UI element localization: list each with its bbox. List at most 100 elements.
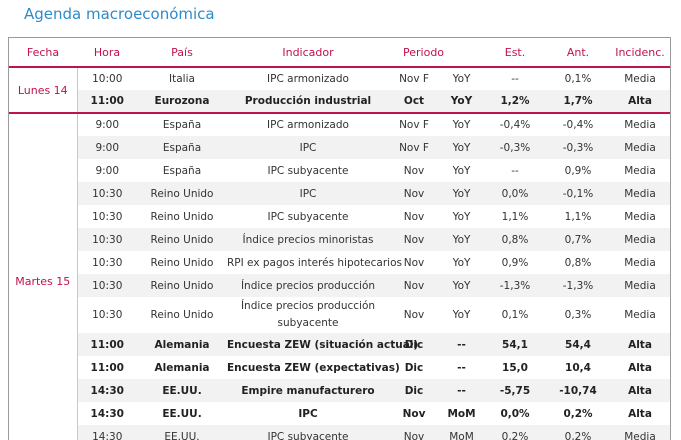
table-row: 10:30 Reino Unido IPC Nov YoY 0,0% -0,1% Media xyxy=(9,182,670,205)
cell-indicador: IPC xyxy=(227,136,389,159)
table-row: 10:30 Reino Unido Índice precios producció… xyxy=(9,297,670,333)
cell-tipo: YoY xyxy=(452,309,471,321)
cell-pais: Alemania xyxy=(137,333,227,356)
table-row: Lunes 14 10:00 Italia IPC armonizado Nov F Yo… xyxy=(9,66,670,113)
table-row: 10:30 Reino Unido Índice precios minorista… xyxy=(9,228,670,251)
cell-pais: Reino Unido xyxy=(137,182,227,205)
cell-pais: EE.UU. xyxy=(137,425,227,440)
col-fecha: Fecha xyxy=(9,38,77,68)
table-row: 14:30 EE.UU. IPC Nov MoM 0,0% 0,2% Alta xyxy=(9,402,670,425)
cell-ant: 54,4 xyxy=(546,333,610,356)
cell-pais: Reino Unido xyxy=(137,274,227,297)
cell-pais: España xyxy=(162,164,202,177)
cell-hora: 14:30 xyxy=(77,379,137,402)
cell-tipo: YoY xyxy=(452,256,471,269)
cell-periodo: Nov xyxy=(389,228,439,251)
cell-ant: -1,3% xyxy=(546,274,610,297)
cell-ant: 10,4 xyxy=(565,361,591,374)
col-periodo: Periodo xyxy=(389,38,484,68)
cell-periodo: Dic xyxy=(404,361,424,374)
cell-ant: -0,1% xyxy=(546,182,610,205)
cell-incid: Media xyxy=(610,136,670,159)
cell-hora: 10:30 xyxy=(92,256,123,269)
cell-indicador: IPC subyacente xyxy=(227,425,389,440)
cell-periodo: Nov F xyxy=(389,112,439,136)
cell-indicador: Índice precios producción xyxy=(227,274,389,297)
table-row: 14:30 EE.UU. IPC subyacente Nov MoM 0,2% 0,2% M… xyxy=(9,425,670,440)
cell-hora: 10:30 xyxy=(77,274,137,297)
cell-pais: Eurozona xyxy=(137,90,227,113)
cell-est: -5,75 xyxy=(484,379,546,402)
cell-est: 0,0% xyxy=(484,182,546,205)
cell-incid: Alta xyxy=(628,407,652,420)
cell-tipo: YoY xyxy=(439,112,484,136)
table-row: 11:00 Alemania Encuesta ZEW (expectativas)… xyxy=(9,356,670,379)
table-row: 11:00 Alemania Encuesta ZEW (situación act… xyxy=(9,333,670,356)
cell-ant: 0,9% xyxy=(564,164,592,177)
cell-est: -0,3% xyxy=(484,136,546,159)
table-row: 10:30 Reino Unido IPC subyacente Nov YoY 1,1%… xyxy=(9,205,670,228)
cell-tipo: YoY xyxy=(452,210,471,223)
cell-periodo: Dic xyxy=(389,379,439,402)
cell-pais: Reino Unido xyxy=(150,210,214,223)
cell-pais: Reino Unido xyxy=(137,228,227,251)
cell-ant: -10,74 xyxy=(546,379,610,402)
cell-indicador: IPC xyxy=(298,407,318,420)
cell-est: -- xyxy=(511,164,519,177)
cell-indicador: RPI ex pagos interés hipotecarios xyxy=(227,256,402,269)
cell-tipo: -- xyxy=(457,361,466,374)
cell-indicador: IPC armonizado xyxy=(227,112,389,136)
cell-periodo: Nov xyxy=(403,164,425,177)
cell-hora: 9:00 xyxy=(95,164,120,177)
cell-incid: Media xyxy=(610,66,670,90)
cell-est: 0,2% xyxy=(484,425,546,440)
cell-indicador: IPC armonizado xyxy=(227,66,389,90)
cell-ant: 0,1% xyxy=(546,66,610,90)
cell-est: -0,4% xyxy=(484,112,546,136)
cell-periodo: Dic xyxy=(389,333,439,356)
table-row: Martes 15 9:00 España IPC armonizado Nov F Yo… xyxy=(9,112,670,440)
cell-periodo: Nov xyxy=(389,274,439,297)
cell-indicador: Encuesta ZEW (situación actual) xyxy=(227,333,418,356)
cell-est: 0,1% xyxy=(501,309,529,321)
cell-tipo: YoY xyxy=(439,274,484,297)
cell-est: -1,3% xyxy=(484,274,546,297)
cell-indicador: IPC xyxy=(227,182,389,205)
cell-est: 54,1 xyxy=(484,333,546,356)
cell-indicador: Índice precios producción subyacente xyxy=(240,300,376,329)
cell-pais: Reino Unido xyxy=(150,309,214,321)
cell-indicador: Encuesta ZEW (expectativas) xyxy=(227,361,400,374)
cell-tipo: -- xyxy=(439,333,484,356)
cell-hora: 10:00 xyxy=(77,66,137,90)
col-hora: Hora xyxy=(77,38,137,68)
cell-incid: Media xyxy=(624,210,656,223)
cell-hora: 10:30 xyxy=(77,228,137,251)
cell-incid: Alta xyxy=(610,379,670,402)
cell-periodo: Nov xyxy=(389,182,439,205)
day-label: Martes 15 xyxy=(9,112,78,440)
cell-incid: Alta xyxy=(610,333,670,356)
cell-ant: -0,3% xyxy=(546,136,610,159)
cell-hora: 10:30 xyxy=(92,309,123,321)
cell-periodo: Nov xyxy=(403,210,425,223)
cell-indicador: IPC subyacente xyxy=(267,164,349,177)
cell-pais: España xyxy=(137,112,227,136)
cell-hora: 9:00 xyxy=(77,112,137,136)
agenda-table: Fecha Hora País Indicador Periodo Est. A… xyxy=(9,38,670,440)
cell-est: 1,2% xyxy=(484,90,546,113)
cell-indicador: IPC subyacente xyxy=(267,210,349,223)
cell-tipo: YoY xyxy=(439,136,484,159)
cell-incid: Media xyxy=(624,256,656,269)
cell-pais: EE.UU. xyxy=(137,379,227,402)
col-indicador: Indicador xyxy=(227,38,389,68)
cell-hora: 10:30 xyxy=(92,210,123,223)
cell-tipo: YoY xyxy=(439,66,484,90)
cell-est: 1,1% xyxy=(501,210,529,223)
cell-tipo: MoM xyxy=(447,407,476,420)
cell-pais: Alemania xyxy=(154,361,210,374)
cell-incid: Media xyxy=(610,112,670,136)
cell-incid: Media xyxy=(624,309,656,321)
cell-periodo: Nov xyxy=(402,407,426,420)
cell-tipo: YoY xyxy=(439,182,484,205)
cell-ant: 1,1% xyxy=(564,210,592,223)
